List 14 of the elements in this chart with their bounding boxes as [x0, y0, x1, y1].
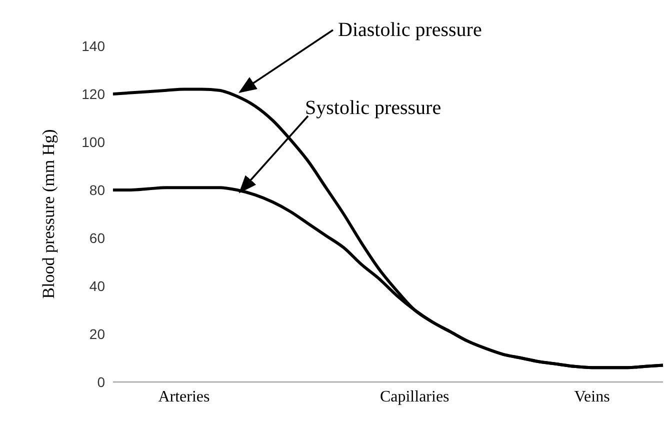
y-tick-label: 140: [82, 38, 106, 54]
y-tick-label: 60: [89, 230, 106, 246]
y-axis-title: Blood pressure (mm Hg): [39, 129, 58, 299]
y-tick-label: 40: [89, 278, 106, 294]
text: Diastolic pressure: [338, 19, 482, 41]
x-tick-label: Arteries: [158, 388, 210, 406]
y-tick-label: 0: [97, 374, 106, 390]
x-tick-label: Capillaries: [380, 388, 450, 406]
x-tick-label: Veins: [574, 388, 610, 406]
text: Systolic pressure: [305, 97, 442, 119]
y-tick-label: 120: [82, 86, 106, 102]
y-tick-label: 100: [82, 134, 106, 150]
y-tick-label: 20: [89, 326, 106, 342]
y-tick-label: 80: [89, 182, 106, 198]
